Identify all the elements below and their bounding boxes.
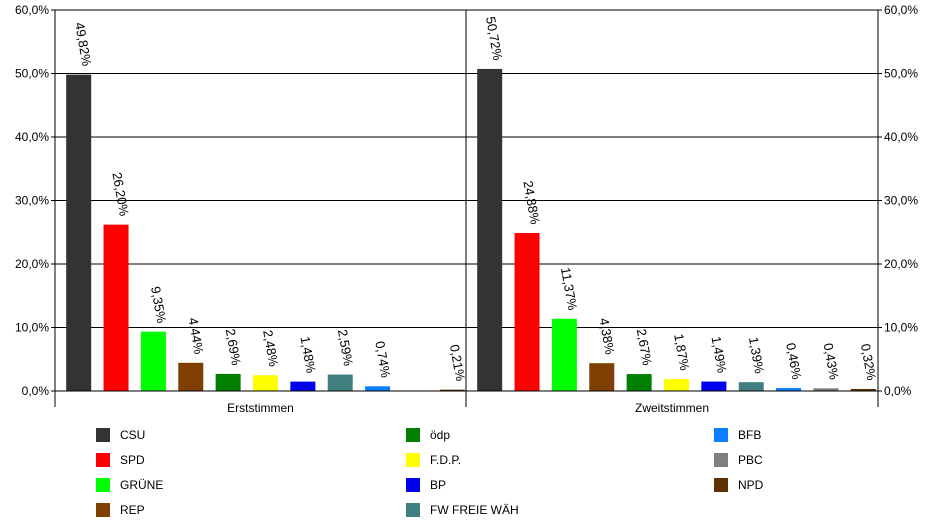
y-tick-label-left: 60,0% xyxy=(15,3,49,17)
data-label: 4,38% xyxy=(596,317,617,356)
data-label: 0,46% xyxy=(783,342,804,381)
bar xyxy=(365,386,391,391)
data-label: 11,37% xyxy=(558,266,580,312)
bar xyxy=(178,362,204,391)
y-tick-label-left: 20,0% xyxy=(15,257,49,271)
group-label: Zweitstimmen xyxy=(635,401,709,415)
bar xyxy=(215,373,241,391)
y-tick-label-right: 50,0% xyxy=(884,67,918,81)
bar xyxy=(103,224,129,391)
bar xyxy=(253,375,278,391)
data-label: 49,82% xyxy=(72,21,95,67)
bar xyxy=(850,388,876,391)
data-label: 9,35% xyxy=(148,285,169,324)
y-tick-label-left: 40,0% xyxy=(15,130,49,144)
data-label: 2,69% xyxy=(223,328,244,367)
data-label: 0,32% xyxy=(858,343,879,382)
y-tick-label-right: 0,0% xyxy=(884,384,912,398)
data-label: 50,72% xyxy=(483,15,506,61)
data-label: 1,48% xyxy=(298,335,319,374)
bar xyxy=(140,331,166,391)
y-tick-label-right: 30,0% xyxy=(884,194,918,208)
bar xyxy=(813,388,839,391)
bar xyxy=(589,363,615,391)
data-label: 1,39% xyxy=(746,336,767,375)
bar xyxy=(439,389,465,391)
y-tick-label-left: 10,0% xyxy=(15,321,49,335)
data-label: 2,67% xyxy=(634,328,655,367)
y-tick-label-right: 40,0% xyxy=(884,130,918,144)
bar xyxy=(514,233,540,391)
data-label: 4,44% xyxy=(185,316,206,355)
y-tick-label-left: 50,0% xyxy=(15,67,49,81)
bar xyxy=(551,318,577,391)
bar xyxy=(776,388,802,391)
data-label: 1,87% xyxy=(671,333,692,372)
y-tick-label-left: 30,0% xyxy=(15,194,49,208)
data-label: 0,74% xyxy=(372,340,393,379)
bar xyxy=(701,381,727,391)
data-label: 26,20% xyxy=(109,171,132,217)
bar xyxy=(290,381,316,391)
bar xyxy=(626,374,652,391)
y-tick-label-right: 60,0% xyxy=(884,3,918,17)
bar xyxy=(66,74,92,391)
data-label: 2,59% xyxy=(335,328,356,367)
bar xyxy=(738,382,764,391)
y-tick-label-left: 0,0% xyxy=(22,384,50,398)
data-label: 0,43% xyxy=(821,342,842,381)
data-label: 24,88% xyxy=(520,180,543,226)
bar xyxy=(477,68,503,391)
group-label: Erststimmen xyxy=(227,401,294,415)
y-tick-label-right: 10,0% xyxy=(884,321,918,335)
y-tick-label-right: 20,0% xyxy=(884,257,918,271)
bar xyxy=(327,374,353,391)
bar xyxy=(664,379,689,391)
data-label: 0,21% xyxy=(447,343,468,382)
data-label: 2,48% xyxy=(260,329,281,368)
data-label: 1,49% xyxy=(709,335,730,374)
